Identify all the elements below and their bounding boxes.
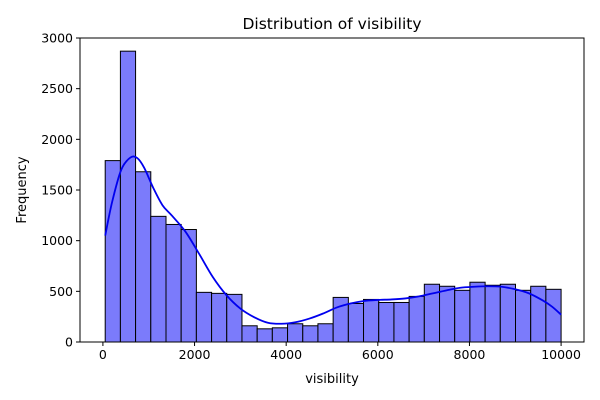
x-tick-label: 6000: [362, 347, 394, 362]
y-axis-ticks: 0 500 1000 1500 2000 2500 3000: [41, 31, 80, 350]
histogram-bar: [439, 285, 456, 343]
y-tick-label: 2500: [41, 81, 73, 96]
histogram-bar: [165, 223, 182, 343]
histogram-bar: [226, 293, 243, 343]
histogram-bar: [378, 301, 395, 343]
chart-title: Distribution of visibility: [242, 15, 421, 33]
histogram-bar: [135, 171, 152, 343]
histogram-bar: [363, 298, 380, 343]
histogram-bar: [454, 289, 471, 343]
y-tick-label: 1500: [41, 183, 73, 198]
x-tick-label: 2000: [179, 347, 211, 362]
kde-curve: [104, 155, 562, 325]
histogram-bar: [317, 323, 334, 343]
x-tick-label: 0: [99, 347, 107, 362]
y-axis-title: Frequency: [15, 156, 30, 223]
y-tick-label: 3000: [41, 31, 73, 46]
histogram-bar: [241, 325, 258, 343]
x-tick-label: 4000: [270, 347, 302, 362]
y-tick-label: 0: [65, 335, 73, 350]
histogram-bar: [408, 295, 425, 343]
x-axis-title: visibility: [305, 372, 359, 387]
histogram-bar: [499, 283, 517, 343]
histogram-bar: [150, 215, 167, 343]
x-tick-label: 8000: [454, 347, 486, 362]
y-tick-label: 2000: [41, 132, 73, 147]
histogram-bar: [256, 328, 273, 343]
y-tick-label: 500: [49, 284, 73, 299]
histogram-bar: [271, 327, 289, 343]
x-tick-label: 10000: [541, 347, 581, 362]
histogram-bar: [347, 302, 365, 343]
y-tick-label: 1000: [41, 233, 73, 248]
histogram-bar: [545, 288, 562, 343]
histogram-bar: [515, 289, 532, 343]
kde-curve-layer: [104, 155, 562, 325]
histogram-bar: [104, 160, 121, 343]
histogram-bar: [287, 323, 304, 343]
histogram-bar: [393, 301, 410, 343]
histogram-bar: [469, 281, 486, 343]
histogram-bar: [211, 292, 228, 343]
histogram-bar: [302, 325, 319, 343]
histogram-bars: [104, 50, 562, 343]
x-axis-ticks: 0 2000 4000 6000 8000 10000: [99, 342, 581, 362]
histogram-bar: [484, 284, 501, 343]
histogram-bar: [195, 291, 213, 343]
histogram-bar: [119, 50, 137, 343]
